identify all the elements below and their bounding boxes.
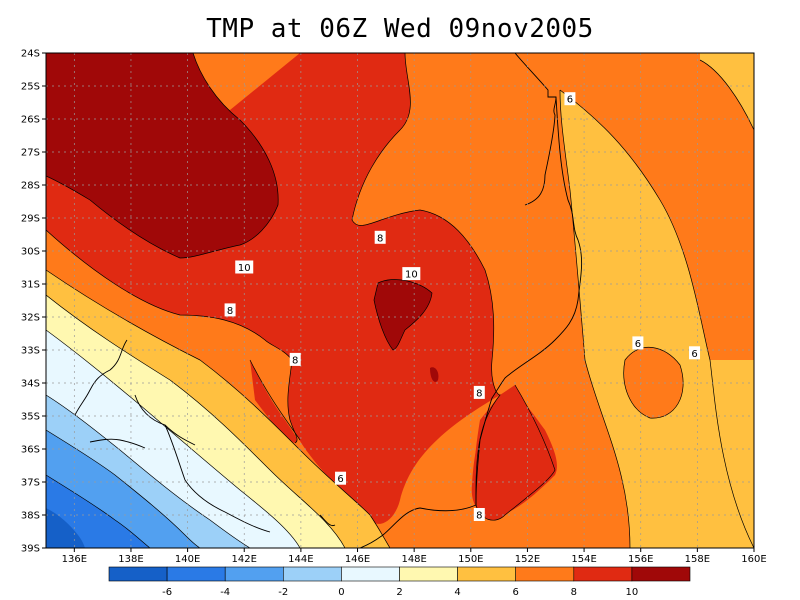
lat-tick-label: 25S	[21, 82, 40, 93]
band-above-10-central	[374, 279, 432, 350]
band-above-10-northwest	[46, 53, 279, 258]
lon-tick-label: 150E	[458, 554, 483, 565]
lat-tick-label: 38S	[21, 511, 40, 522]
band-4-6-east	[560, 90, 754, 548]
lat-tick-label: 37S	[21, 478, 40, 489]
lon-tick-label: 138E	[118, 554, 143, 565]
contour-label: 6	[689, 346, 701, 360]
contour-label: 6	[335, 471, 347, 485]
colorbar: -6 -4 -2 0 2 4 6 8 10	[108, 566, 691, 598]
colorbar-label: 4	[454, 587, 460, 598]
colorbar-swatch	[515, 566, 575, 582]
graticule	[46, 53, 754, 548]
lat-tick-label: 35S	[21, 412, 40, 423]
lat-tick-label: 28S	[21, 181, 40, 192]
colorbar-label: 8	[571, 587, 577, 598]
contour-label: 8	[289, 352, 301, 366]
contour-label-text: 6	[635, 339, 641, 350]
colorbar-label: -4	[220, 587, 230, 598]
lon-tick-label: 160E	[741, 554, 766, 565]
contour-label-text: 8	[476, 388, 482, 399]
lon-tick-label: 144E	[288, 554, 313, 565]
contour-label-box	[374, 230, 386, 244]
colorbar-swatch	[166, 566, 226, 582]
contour-label-box	[289, 352, 301, 366]
contour-label-text: 10	[238, 263, 251, 274]
band-above-10-spot	[430, 367, 439, 382]
band-below-minus6	[46, 508, 85, 548]
contour-label-text: 10	[405, 270, 418, 281]
band-4-6-northeast	[700, 53, 754, 130]
lat-tick-label: 33S	[21, 346, 40, 357]
colorbar-label: 6	[513, 587, 519, 598]
latitude-tick-labels: 24S 25S 26S 27S 28S 29S 30S 31S 32S 33S 34S 35S 36S 3…	[21, 49, 46, 555]
contour-label: 10	[235, 260, 254, 274]
contour-label-box	[235, 260, 254, 274]
colorbar-swatch	[341, 566, 400, 582]
lat-tick-label: 34S	[21, 379, 40, 390]
lon-tick-label: 158E	[685, 554, 710, 565]
colorbar-label: -6	[162, 587, 172, 598]
lat-tick-label: 24S	[21, 49, 40, 60]
contour-label-box	[564, 92, 576, 106]
contour-label-box	[689, 346, 701, 360]
contour-label-box	[473, 385, 485, 399]
colorbar-swatch	[108, 566, 168, 582]
contour-label: 8	[473, 508, 485, 522]
colorbar-label: 0	[338, 587, 344, 598]
contour-label-box	[335, 471, 347, 485]
colorbar-label: 2	[396, 587, 402, 598]
lon-tick-label: 142E	[232, 554, 257, 565]
contour-label-text: 6	[337, 474, 343, 485]
lat-tick-label: 31S	[21, 280, 40, 291]
lat-tick-label: 39S	[21, 544, 40, 555]
lon-tick-label: 152E	[515, 554, 540, 565]
plot-frame	[45, 52, 755, 549]
map-title: TMP at 06Z Wed 09nov2005	[206, 14, 594, 44]
contour-label-text: 8	[476, 511, 482, 522]
lat-tick-label: 27S	[21, 148, 40, 159]
contour-value-labels: 6 8 10 10 8 8 6 6 8 6 8	[224, 92, 701, 522]
lon-tick-label: 136E	[62, 554, 87, 565]
colorbar-swatch	[282, 566, 342, 582]
colorbar-label: -2	[278, 587, 288, 598]
contour-label-box	[473, 508, 485, 521]
lat-tick-label: 29S	[21, 214, 40, 225]
coastlines	[74, 53, 583, 548]
colorbar-swatch	[631, 566, 691, 582]
contour-label-text: 8	[292, 355, 298, 366]
colorbar-swatch	[399, 566, 458, 582]
contour-lines	[46, 53, 754, 548]
lon-tick-label: 146E	[345, 554, 370, 565]
lon-tick-label: 148E	[401, 554, 426, 565]
colorbar-label: 10	[626, 587, 639, 598]
contour-label-box	[224, 303, 236, 317]
contour-label: 6	[564, 92, 576, 106]
contour-label-box	[402, 267, 421, 281]
lon-tick-label: 154E	[571, 554, 596, 565]
contour-label: 8	[374, 230, 386, 244]
colorbar-swatch	[457, 566, 517, 582]
contour-label-text: 8	[377, 233, 383, 244]
temperature-field	[46, 53, 754, 548]
band-8-10-tail	[250, 360, 297, 443]
longitude-tick-labels: 136E 138E 140E 142E 144E 146E 148E 150E 152E 154E…	[62, 548, 767, 565]
contour-label: 10	[402, 267, 421, 281]
lon-tick-label: 140E	[175, 554, 200, 565]
contour-label-text: 6	[691, 349, 697, 360]
colorbar-swatch	[224, 566, 284, 582]
contour-label-text: 6	[567, 95, 573, 106]
contour-label: 8	[473, 385, 485, 399]
lat-tick-label: 32S	[21, 313, 40, 324]
contour-label-box	[632, 336, 644, 350]
lon-tick-label: 156E	[628, 554, 653, 565]
lat-tick-label: 30S	[21, 247, 40, 258]
contour-label: 6	[632, 336, 644, 350]
lat-tick-label: 36S	[21, 445, 40, 456]
lat-tick-label: 26S	[21, 115, 40, 126]
colorbar-swatch	[573, 566, 633, 582]
contour-label-text: 8	[227, 306, 233, 317]
contour-label: 8	[224, 303, 236, 317]
